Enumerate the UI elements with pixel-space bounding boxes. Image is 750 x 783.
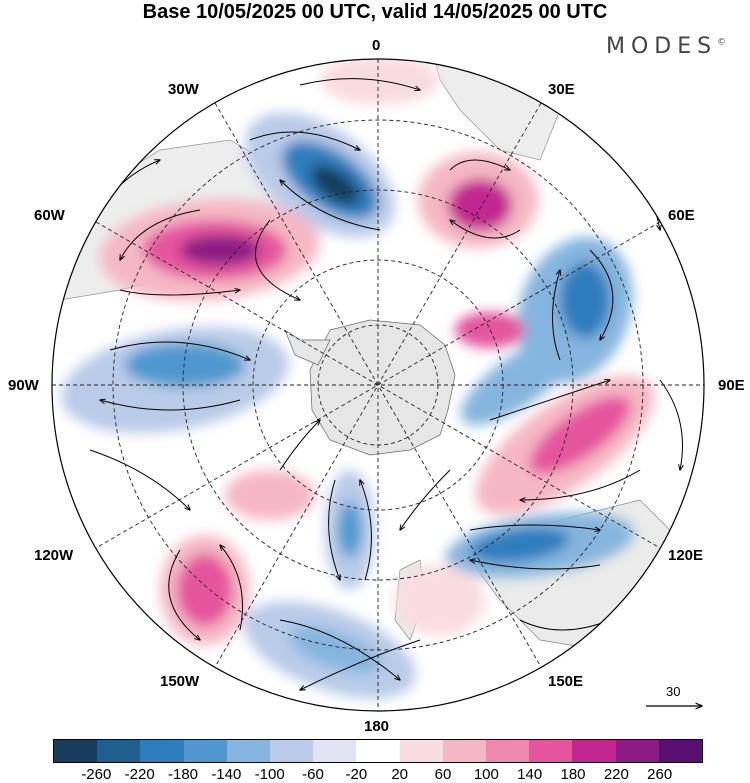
legend-tick-label: 60 bbox=[434, 766, 452, 783]
positive-anomaly-ross-sea bbox=[225, 470, 315, 520]
brand-mark: © bbox=[717, 37, 727, 48]
vector-scale-label: 30 bbox=[666, 684, 681, 699]
positive-anomaly-pacific-south-core bbox=[177, 554, 233, 626]
legend-swatch bbox=[356, 740, 400, 762]
legend-tick-label: -60 bbox=[302, 766, 324, 783]
positive-anomaly-north bbox=[320, 59, 440, 105]
lon-label-30e: 30E bbox=[548, 81, 575, 98]
legend-tick-label: -20 bbox=[345, 766, 368, 783]
legend-tick-label: 140 bbox=[517, 766, 543, 783]
positive-anomaly-south-indian-core bbox=[529, 396, 631, 474]
brand-logo: MODES© bbox=[606, 34, 726, 59]
map-disc bbox=[52, 59, 704, 711]
anomaly-field bbox=[61, 59, 655, 699]
page-title: Base 10/05/2025 00 UTC, valid 14/05/2025… bbox=[142, 1, 608, 23]
legend-tick-label: -180 bbox=[167, 766, 199, 783]
negative-anomaly-pacific-south-core bbox=[289, 626, 381, 674]
positive-anomaly-south-atlantic-center bbox=[180, 235, 260, 265]
wind-vectors bbox=[79, 78, 683, 700]
legend-swatch bbox=[529, 740, 573, 762]
lon-label-120e: 120E bbox=[668, 547, 704, 564]
legend-tick-label: 100 bbox=[473, 766, 499, 783]
brand-text: MODES bbox=[606, 34, 718, 59]
lon-label-150w: 150W bbox=[160, 673, 200, 690]
positive-anomaly-nz bbox=[395, 565, 485, 635]
legend-swatch bbox=[486, 740, 530, 762]
lon-label-60w: 60W bbox=[34, 207, 65, 224]
legend-swatch bbox=[399, 740, 443, 762]
legend-swatch bbox=[183, 740, 227, 762]
negative-anomaly-pacific-west-core bbox=[125, 343, 245, 387]
legend-swatch bbox=[270, 740, 314, 762]
legend-swatch bbox=[140, 740, 184, 762]
legend-tick-label: 260 bbox=[647, 766, 673, 783]
legend-tick-label: 180 bbox=[560, 766, 586, 783]
color-legend bbox=[53, 739, 703, 763]
legend-swatch bbox=[313, 740, 357, 762]
negative-anomaly-australia-core bbox=[470, 527, 570, 563]
lon-label-60e: 60E bbox=[668, 207, 695, 224]
legend-tick-label: 220 bbox=[603, 766, 629, 783]
legend-tick-label: 20 bbox=[391, 766, 408, 783]
polar-map bbox=[51, 58, 705, 712]
legend-swatch bbox=[54, 740, 98, 762]
legend-swatch bbox=[658, 740, 703, 762]
lon-label-90w: 90W bbox=[8, 377, 39, 394]
graticule bbox=[52, 59, 704, 711]
legend-swatch bbox=[615, 740, 659, 762]
legend-tick-label: -140 bbox=[211, 766, 242, 783]
lon-label-90e: 90E bbox=[718, 377, 745, 394]
lon-label-30w: 30W bbox=[168, 81, 199, 98]
lon-label-180: 180 bbox=[364, 718, 390, 735]
legend-swatch bbox=[572, 740, 616, 762]
legend-ticks: -260 -220 -180 -140 -100 -60 -20 20 60 100 140 180 2… bbox=[0, 766, 750, 783]
legend-swatch bbox=[442, 740, 487, 762]
legend-swatch bbox=[226, 740, 271, 762]
positive-anomaly-africa-core bbox=[448, 179, 512, 231]
lon-label-0: 0 bbox=[372, 37, 381, 54]
negative-anomaly-atlantic-center bbox=[310, 165, 360, 205]
legend-swatch bbox=[97, 740, 141, 762]
map-boundary bbox=[51, 58, 705, 712]
lon-label-120w: 120W bbox=[34, 547, 74, 564]
legend-tick-label: -220 bbox=[124, 766, 155, 783]
lon-label-150e: 150E bbox=[548, 673, 584, 690]
legend-tick-label: -260 bbox=[81, 766, 112, 783]
legend-tick-label: -100 bbox=[254, 766, 285, 783]
negative-anomaly-indian-tail bbox=[460, 334, 580, 426]
antarctic-peninsula-land bbox=[284, 329, 331, 366]
negative-anomaly-ross-core bbox=[338, 502, 362, 558]
negative-anomaly-indian-core bbox=[560, 262, 610, 338]
